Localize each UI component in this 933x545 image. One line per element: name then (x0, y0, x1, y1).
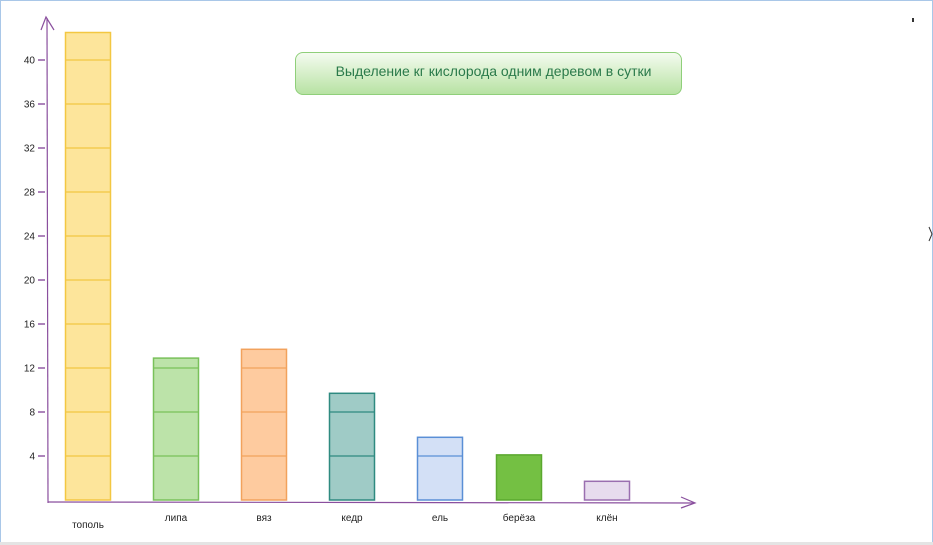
y-tick-label: 16 (24, 320, 36, 331)
x-tick-label: вяз (256, 513, 272, 524)
y-tick-label: 4 (29, 452, 35, 463)
x-axis-arrow-icon (680, 496, 697, 509)
x-tick-label: клён (596, 513, 617, 524)
bars-group (64, 31, 631, 501)
chart-title-box: Выделение кг кислорода одним деревом в с… (295, 52, 682, 95)
x-tick-label: тополь (72, 520, 104, 531)
bar-5 (495, 454, 543, 501)
y-tick-label: 36 (24, 100, 36, 111)
bar-0 (64, 31, 112, 501)
bar-2 (240, 348, 288, 501)
bar-6 (583, 480, 631, 501)
bar-3 (328, 392, 376, 501)
y-tick-label: 24 (24, 232, 36, 243)
bar-4 (416, 436, 464, 501)
x-labels-group: тополь липа вяз кедр ель берёза клён (72, 512, 618, 531)
x-axis-line (47, 501, 695, 504)
chart-title: Выделение кг кислорода одним деревом в с… (335, 63, 652, 79)
bar-1 (152, 357, 200, 501)
y-tick-label: 20 (24, 276, 36, 287)
resize-cursor-icon (928, 226, 933, 242)
y-tick-label: 28 (24, 188, 36, 199)
y-ticks-group: 4 8 12 16 20 24 28 32 36 40 (24, 56, 45, 463)
x-tick-label: липа (165, 513, 188, 524)
y-axis-arrow-icon (40, 15, 55, 31)
y-tick-label: 40 (24, 56, 36, 67)
y-tick-label: 32 (24, 144, 36, 155)
x-tick-label: берёза (503, 512, 536, 524)
y-tick-label: 8 (29, 408, 35, 419)
x-tick-label: ель (432, 513, 448, 524)
corner-mark (912, 18, 914, 22)
y-tick-label: 12 (24, 364, 36, 375)
x-tick-label: кедр (341, 513, 363, 524)
y-axis-line (46, 17, 49, 504)
axes-group (40, 15, 697, 509)
bottom-border-strip (0, 542, 933, 545)
